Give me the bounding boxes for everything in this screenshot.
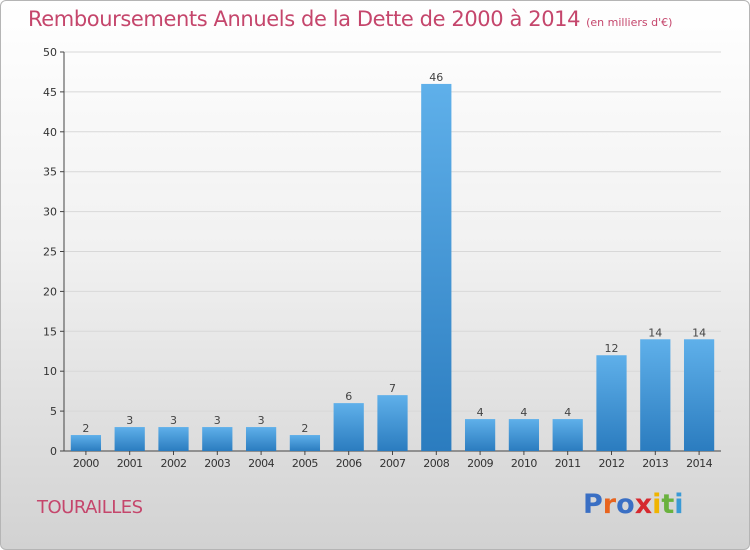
bar [333, 403, 364, 451]
x-tick-label: 2000 [73, 457, 99, 470]
y-tick-label: 25 [43, 246, 57, 259]
x-tick-label: 2002 [161, 457, 187, 470]
bar [464, 419, 496, 451]
data-label: 14 [692, 326, 706, 339]
logo-letter: r [602, 489, 617, 520]
logo-letter: i [652, 489, 662, 520]
bar [508, 419, 540, 451]
bar [114, 427, 145, 451]
data-label: 14 [648, 326, 662, 339]
logo-letter: o [616, 489, 635, 520]
chart-subtitle: (en milliers d'€) [586, 16, 673, 29]
data-labels: 2 3 3 3 3 2 6 7 46 4 4 4 12 14 14 [82, 71, 706, 435]
data-label: 3 [170, 414, 177, 427]
x-tick-label: 2001 [117, 457, 143, 470]
data-label: 4 [477, 406, 484, 419]
bar [377, 395, 408, 451]
x-tick-label: 2004 [248, 457, 274, 470]
x-tick-label: 2009 [467, 457, 493, 470]
logo-letter: P [583, 489, 603, 520]
bar [202, 427, 233, 451]
logo-letter: t [661, 489, 675, 520]
y-tick-label: 5 [50, 405, 57, 418]
bars [70, 83, 715, 452]
data-label: 2 [82, 422, 89, 435]
bar [640, 339, 671, 451]
y-tick-label: 45 [43, 86, 57, 99]
data-label: 6 [345, 390, 352, 403]
axes: 0 5 10 15 20 25 30 35 40 45 50 2000 2001 2002 2003 2004… [43, 46, 721, 470]
x-tick-label: 2014 [686, 457, 712, 470]
bar [245, 427, 277, 451]
data-label: 7 [389, 382, 396, 395]
x-tick-label: 2008 [423, 457, 449, 470]
x-tick-label: 2003 [204, 457, 230, 470]
y-tick-label: 0 [50, 445, 57, 458]
x-tick-label: 2006 [336, 457, 362, 470]
bar [552, 419, 583, 451]
bar [683, 339, 715, 451]
commune-name: TOURAILLES [37, 497, 143, 518]
x-tick-label: 2011 [555, 457, 581, 470]
chart-title-text: Remboursements Annuels de la Dette de 20… [28, 7, 581, 31]
data-label: 4 [520, 406, 527, 419]
x-tick-label: 2012 [599, 457, 625, 470]
y-tick-label: 20 [43, 285, 57, 298]
x-tick-label: 2013 [642, 457, 668, 470]
bar [289, 435, 321, 451]
bar [421, 83, 452, 452]
data-label: 3 [258, 414, 265, 427]
y-tick-label: 40 [43, 126, 57, 139]
x-tick-label: 2005 [292, 457, 318, 470]
proxiti-logo: Proxiti [583, 489, 684, 520]
data-label: 46 [429, 71, 443, 84]
y-tick-label: 35 [43, 166, 57, 179]
y-tick-label: 15 [43, 325, 57, 338]
bar [596, 355, 627, 451]
data-label: 2 [301, 422, 308, 435]
data-label: 3 [214, 414, 221, 427]
y-tick-label: 10 [43, 365, 57, 378]
data-label: 4 [564, 406, 571, 419]
bar [70, 435, 102, 451]
x-tick-label: 2010 [511, 457, 537, 470]
y-tick-label: 30 [43, 206, 57, 219]
x-tick-label: 2007 [380, 457, 406, 470]
data-label: 3 [126, 414, 133, 427]
y-tick-label: 50 [43, 46, 57, 59]
logo-letter: x [634, 489, 653, 520]
chart-title: Remboursements Annuels de la Dette de 20… [28, 7, 672, 31]
data-label: 12 [605, 342, 619, 355]
bar [158, 427, 189, 451]
logo-letter: i [674, 489, 684, 520]
